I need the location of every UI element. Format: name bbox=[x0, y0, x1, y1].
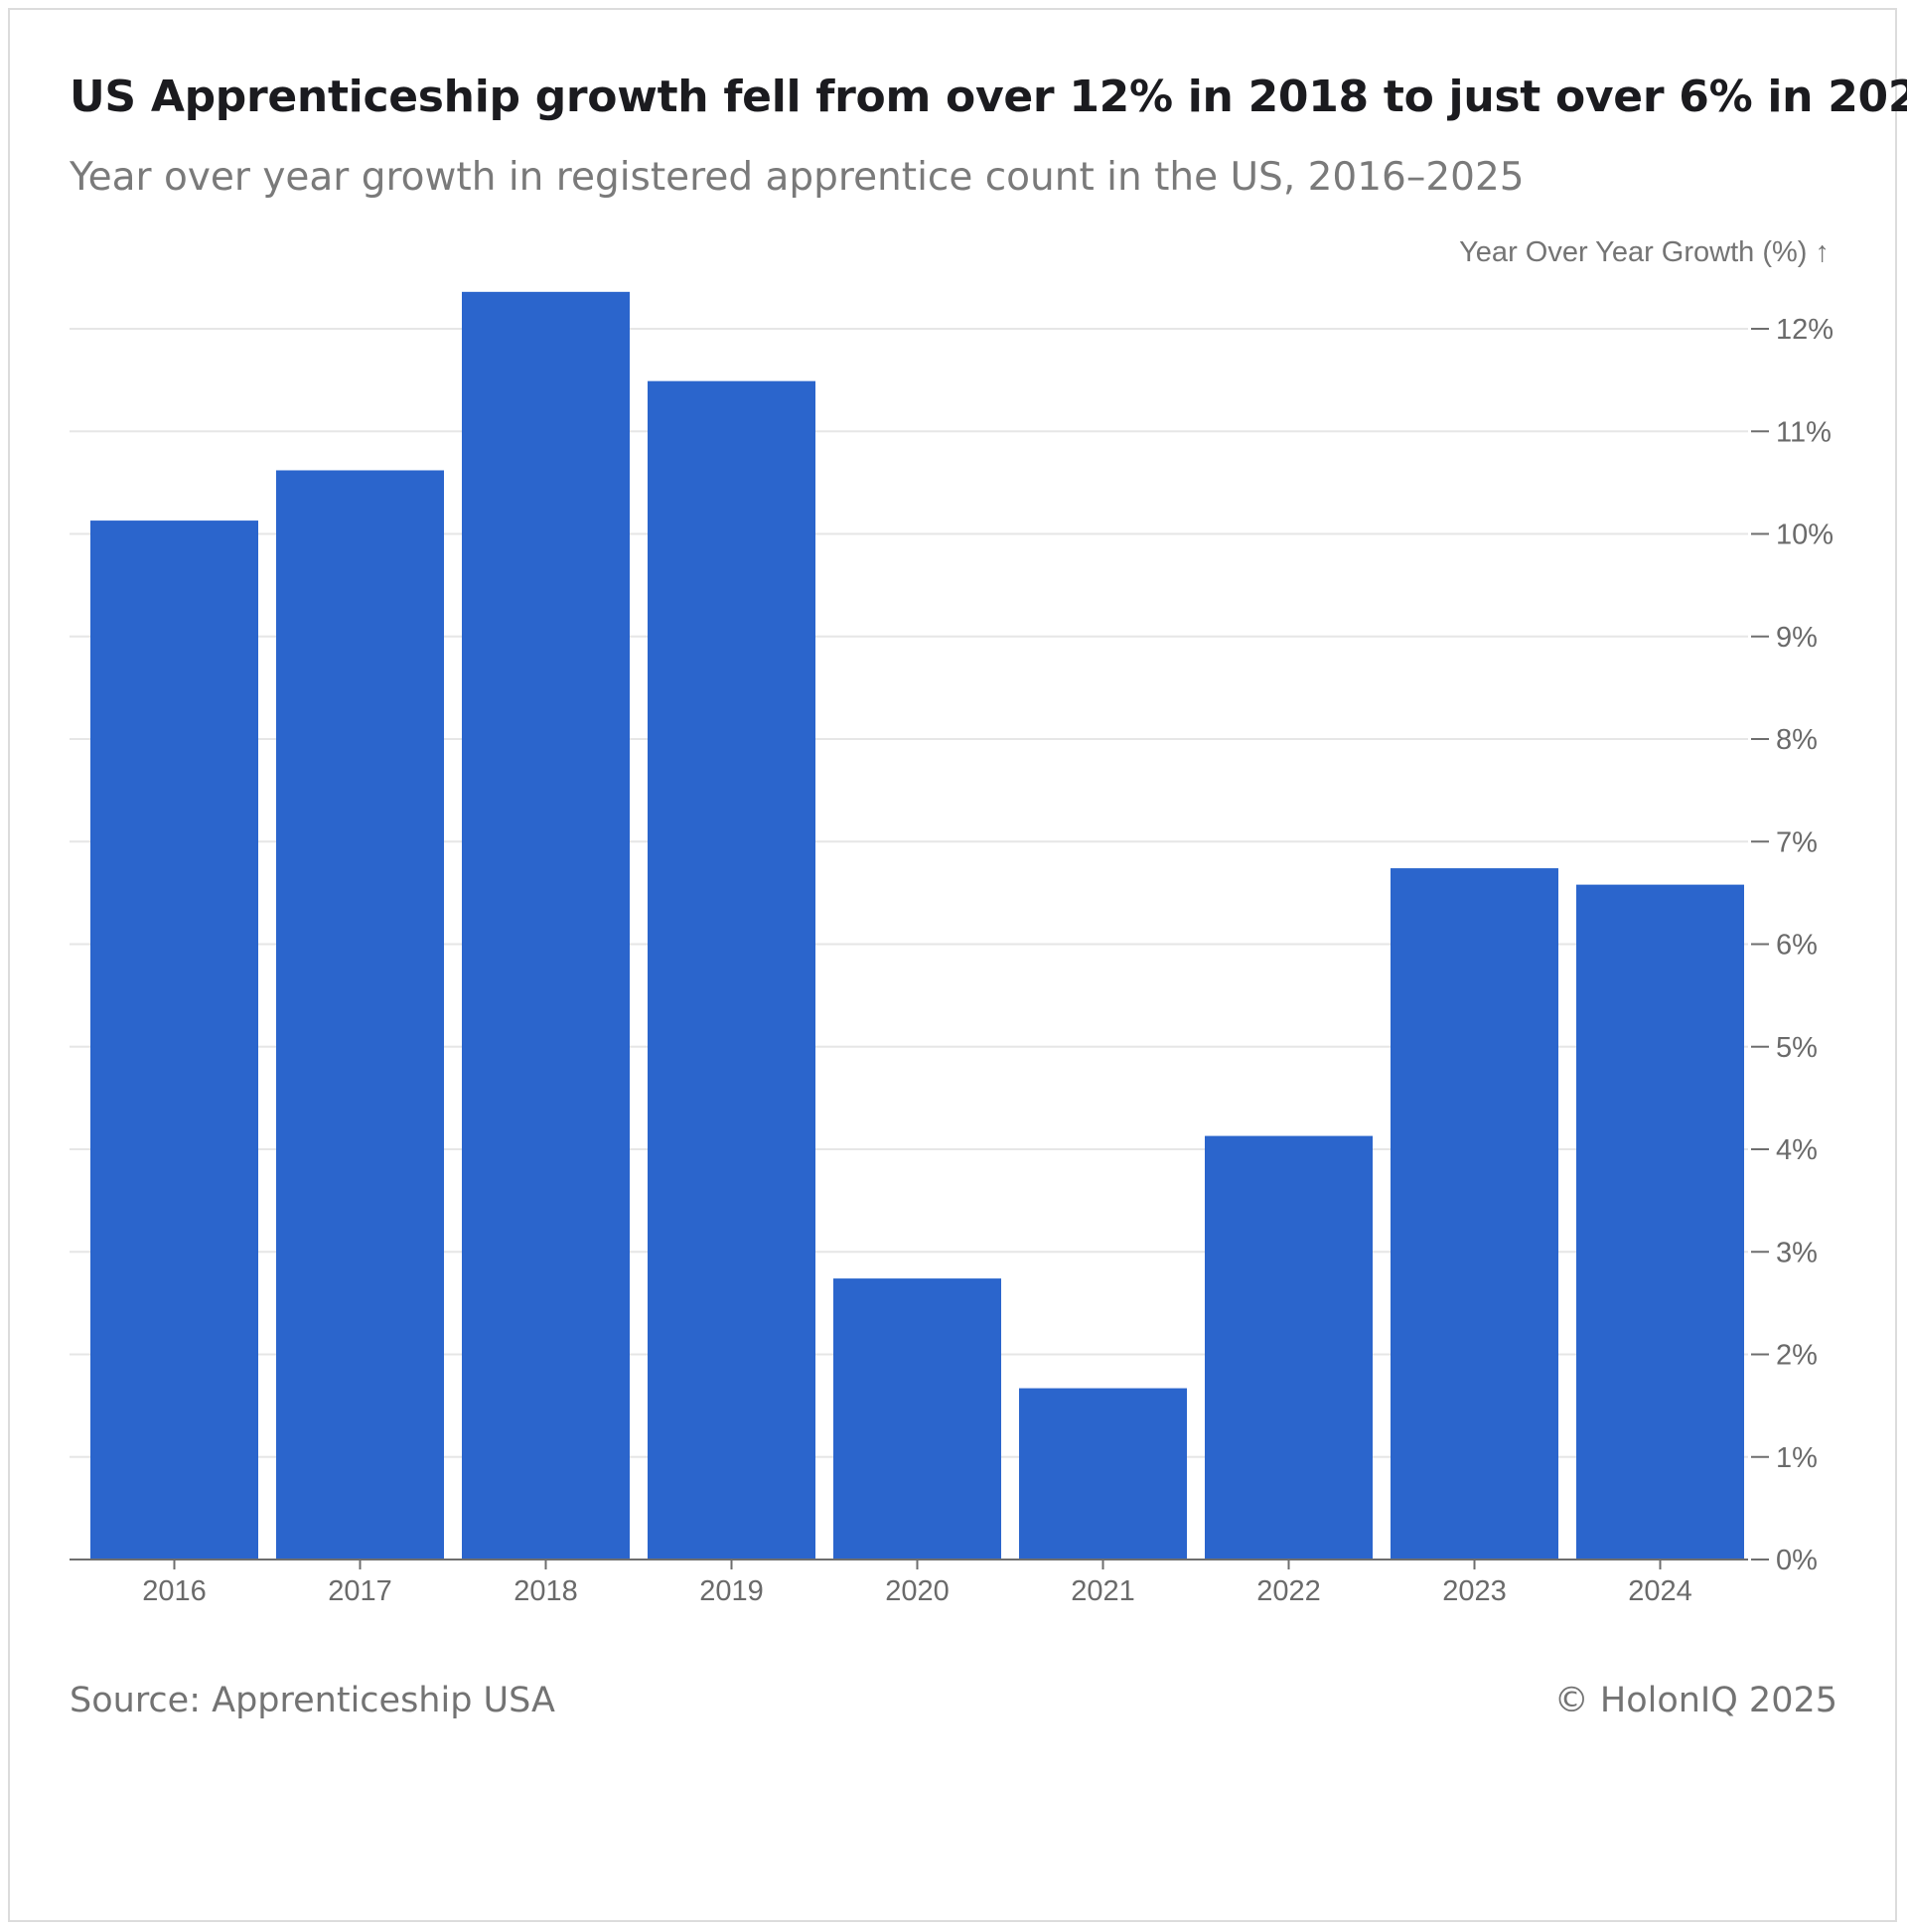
x-tick-label: 2020 bbox=[885, 1575, 950, 1607]
bar-2019 bbox=[648, 380, 815, 1560]
bar-2021 bbox=[1019, 1388, 1187, 1560]
y-tick-label: 12% bbox=[1776, 314, 1834, 346]
bar-2018 bbox=[462, 291, 630, 1560]
x-tick-label: 2016 bbox=[142, 1575, 207, 1607]
copyright-note: © HolonIQ 2025 bbox=[1553, 1681, 1837, 1720]
x-tick-label: 2024 bbox=[1628, 1575, 1692, 1607]
x-tick-label: 2017 bbox=[328, 1575, 392, 1607]
y-tick-label: 10% bbox=[1776, 520, 1834, 551]
bar-chart: 0% 1% 2% 3% 4% 5% 6% 7% 8% 9% 10% 11% 12% 2016 2017 201… bbox=[70, 236, 1834, 1607]
chart-title: US Apprenticeship growth fell from over … bbox=[70, 72, 1907, 122]
bar-2017 bbox=[276, 470, 444, 1560]
y-tick-label: 3% bbox=[1776, 1237, 1818, 1268]
y-tick-label: 11% bbox=[1776, 416, 1832, 448]
y-tick-label: 5% bbox=[1776, 1032, 1818, 1064]
axes: 0% 1% 2% 3% 4% 5% 6% 7% 8% 9% 10% 11% 12% 2016 2017 201… bbox=[70, 314, 1834, 1607]
y-tick-label: 7% bbox=[1776, 826, 1818, 858]
y-tick-label: 6% bbox=[1776, 930, 1818, 962]
x-tick-label: 2019 bbox=[699, 1575, 764, 1607]
y-tick-label: 9% bbox=[1776, 622, 1818, 654]
bar-2016 bbox=[90, 520, 258, 1560]
chart-subtitle: Year over year growth in registered appr… bbox=[70, 155, 1525, 200]
x-tick-label: 2023 bbox=[1442, 1575, 1507, 1607]
bar-2023 bbox=[1391, 868, 1558, 1560]
bar-2020 bbox=[833, 1278, 1001, 1560]
bars bbox=[90, 291, 1744, 1560]
x-tick-label: 2021 bbox=[1071, 1575, 1135, 1607]
x-tick-label: 2022 bbox=[1256, 1575, 1321, 1607]
y-tick-label: 8% bbox=[1776, 724, 1818, 756]
y-tick-label: 1% bbox=[1776, 1442, 1818, 1474]
y-tick-label: 0% bbox=[1776, 1545, 1818, 1576]
source-note: Source: Apprenticeship USA bbox=[70, 1681, 555, 1720]
y-tick-label: 2% bbox=[1776, 1340, 1818, 1372]
bar-2024 bbox=[1576, 884, 1744, 1560]
y-tick-label: 4% bbox=[1776, 1134, 1818, 1166]
y-axis-title: Year Over Year Growth (%) ↑ bbox=[1459, 236, 1830, 268]
x-tick-label: 2018 bbox=[513, 1575, 578, 1607]
bar-2022 bbox=[1205, 1135, 1373, 1560]
